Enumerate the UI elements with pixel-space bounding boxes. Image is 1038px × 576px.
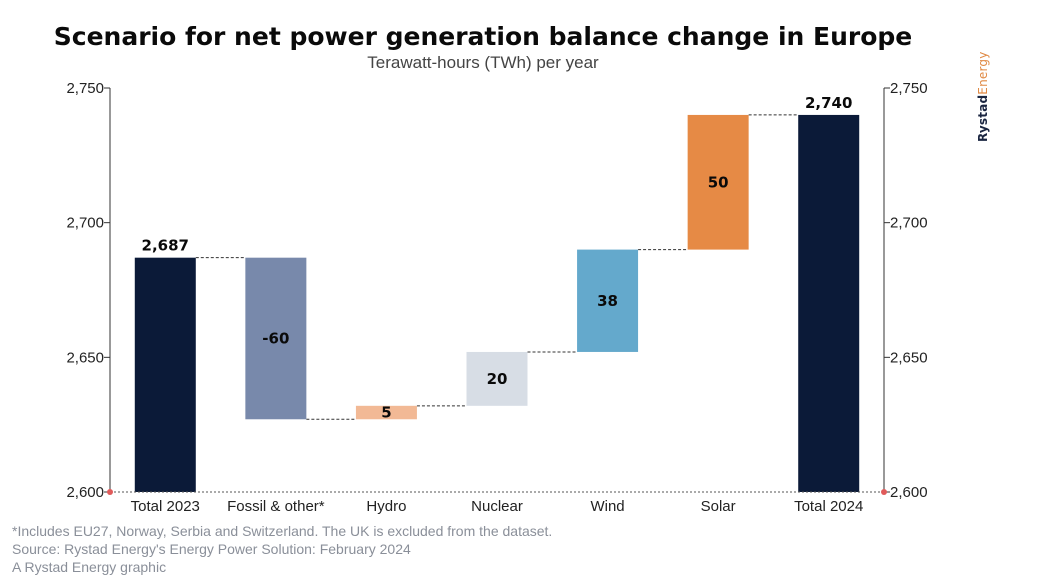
footnote-source: Source: Rystad Energy's Energy Power Sol…: [12, 541, 411, 557]
waterfall-bar: [577, 249, 639, 352]
y-tick-label-left: 2,750: [66, 80, 104, 97]
x-category-label: Total 2024: [794, 498, 863, 515]
x-category-label: Fossil & other*: [227, 498, 325, 515]
waterfall-bar: [687, 114, 749, 250]
x-category-label: Total 2023: [131, 498, 200, 515]
x-category-label: Nuclear: [471, 498, 523, 515]
waterfall-bar: [245, 257, 307, 420]
footnotes: *Includes EU27, Norway, Serbia and Switz…: [12, 522, 552, 576]
y-tick-label-right: 2,700: [890, 215, 928, 232]
y-tick-label-left: 2,700: [66, 215, 104, 232]
chart-subtitle: Terawatt-hours (TWh) per year: [367, 53, 599, 72]
waterfall-bar: [134, 257, 196, 492]
x-category-label: Hydro: [366, 498, 406, 515]
data-label: -60: [262, 329, 289, 347]
waterfall-bar: [355, 405, 417, 420]
chart-title: Scenario for net power generation balanc…: [53, 22, 913, 51]
waterfall-chart: 2,600 2,600 2,650 2,650 2,700 2,700 2,750 2,750…: [66, 80, 928, 515]
baseline-marker-left: [107, 489, 113, 495]
baseline-marker-right: [881, 489, 887, 495]
footnote-scope: *Includes EU27, Norway, Serbia and Switz…: [12, 523, 553, 539]
waterfall-bar: [466, 351, 528, 406]
y-tick-label-left: 2,650: [66, 349, 104, 366]
data-label: 38: [597, 292, 618, 310]
y-tick-label-right: 2,750: [890, 80, 928, 97]
data-label: 2,687: [142, 237, 189, 255]
x-category-label: Wind: [590, 498, 624, 515]
waterfall-bar: [798, 114, 860, 492]
data-label: 20: [487, 370, 508, 388]
data-label: 50: [708, 173, 729, 191]
data-label: 2,740: [805, 94, 852, 112]
x-category-label: Solar: [701, 498, 736, 515]
y-tick-label-right: 2,650: [890, 349, 928, 366]
footnote-credit: A Rystad Energy graphic: [12, 559, 167, 575]
data-label: 5: [381, 404, 391, 422]
y-tick-label-right: 2,600: [890, 484, 928, 501]
y-tick-label-left: 2,600: [66, 484, 104, 501]
